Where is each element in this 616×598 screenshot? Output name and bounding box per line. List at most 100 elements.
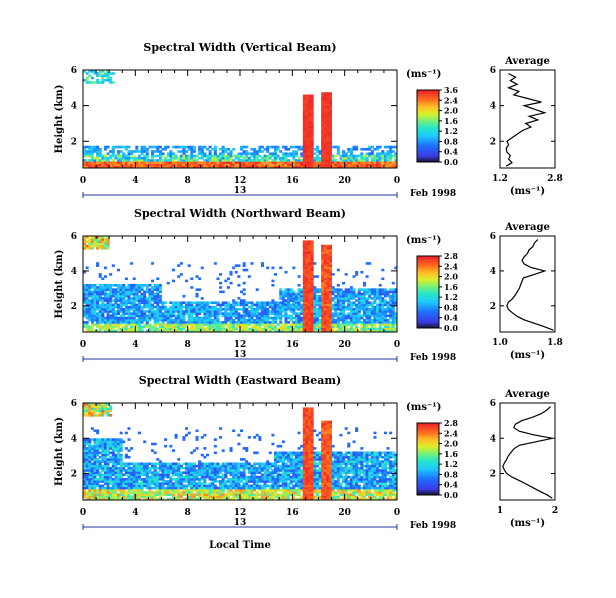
heatmap-cell: [164, 462, 168, 466]
heatmap-cell: [234, 471, 238, 474]
heatmap-cell: [177, 493, 181, 496]
heatmap-cell: [96, 318, 100, 322]
heatmap-cell: [161, 305, 165, 309]
heatmap-cell: [219, 163, 223, 167]
heatmap-cell: [109, 488, 113, 492]
heatmap-cell: [326, 318, 330, 322]
heatmap-cell: [106, 411, 110, 415]
heatmap-cell: [119, 453, 123, 457]
heatmap-cell: [109, 460, 113, 463]
heatmap-cell: [111, 305, 115, 309]
heatmap-cell: [85, 493, 89, 496]
heatmap-cell: [370, 327, 374, 331]
heatmap-cell: [90, 471, 94, 474]
heatmap-cell: [101, 493, 105, 496]
heatmap-cell: [294, 329, 298, 333]
heatmap-cell: [109, 327, 113, 331]
heatmap-cell: [365, 305, 369, 309]
heatmap-cell: [229, 312, 233, 315]
heatmap-cell: [234, 327, 238, 331]
heatmap-cell: [394, 297, 398, 300]
heatmap-cell: [195, 275, 199, 278]
heatmap-cell: [205, 159, 209, 162]
heatmap-cell: [323, 251, 327, 254]
heatmap-cell: [334, 323, 338, 326]
heatmap-cell: [242, 323, 246, 326]
heatmap-cell: [240, 165, 244, 169]
heatmap-cell: [240, 316, 244, 320]
heatmap-cell: [274, 325, 278, 329]
heatmap-cell: [391, 145, 395, 149]
heatmap-cell: [132, 305, 136, 309]
heatmap-cell: [234, 270, 238, 274]
heatmap-cell: [344, 329, 348, 333]
heatmap-cell: [203, 488, 207, 492]
heatmap-cell: [368, 318, 372, 322]
heatmap-cell: [161, 308, 165, 311]
colorbar-segment: [417, 326, 439, 329]
heatmap-cell: [315, 308, 319, 311]
heatmap-cell: [190, 161, 194, 164]
heatmap-cell: [321, 318, 325, 322]
heatmap-cell: [185, 323, 189, 326]
heatmap-cell: [153, 477, 157, 481]
heatmap-cell: [365, 327, 369, 331]
heatmap-cell: [151, 495, 155, 499]
heatmap-cell: [321, 98, 325, 102]
heatmap-cell: [158, 284, 162, 287]
heatmap-cell: [185, 150, 189, 153]
heatmap-cell: [326, 260, 330, 263]
heatmap-cell: [119, 438, 123, 441]
heatmap-cell: [240, 464, 244, 468]
heatmap-cell: [213, 491, 217, 494]
heatmap-cell: [234, 488, 238, 492]
heatmap-cell: [334, 305, 338, 309]
heatmap-cell: [245, 303, 249, 307]
heatmap-cell: [208, 152, 212, 156]
heatmap-cell: [352, 318, 356, 322]
heatmap-cell: [127, 310, 131, 313]
heatmap-cell: [326, 308, 330, 311]
heatmap-cell: [328, 288, 332, 291]
heatmap-cell: [216, 163, 220, 167]
heatmap-cell: [221, 156, 225, 160]
heatmap-cell: [339, 310, 343, 313]
heatmap-cell: [284, 329, 288, 333]
heatmap-cell: [305, 268, 309, 272]
heatmap-cell: [365, 321, 369, 324]
heatmap-cell: [289, 290, 293, 294]
heatmap-cell: [135, 497, 139, 501]
heatmap-cell: [143, 292, 147, 296]
heatmap-cell: [331, 290, 335, 294]
heatmap-cell: [258, 147, 262, 151]
heatmap-cell: [216, 318, 220, 322]
heatmap-cell: [281, 305, 285, 309]
heatmap-cell: [318, 156, 322, 160]
heatmap-cell: [326, 246, 330, 250]
heatmap-cell: [219, 305, 223, 309]
heatmap-cell: [109, 299, 113, 302]
heatmap-cell: [310, 299, 314, 302]
heatmap-cell: [376, 318, 380, 322]
heatmap-cell: [347, 297, 351, 300]
colorbar-segment: [417, 91, 439, 94]
heatmap-cell: [284, 325, 288, 329]
heatmap-cell: [237, 308, 241, 311]
heatmap-cell: [135, 475, 139, 479]
heatmap-cell: [96, 321, 100, 324]
heatmap-cell: [111, 290, 115, 294]
heatmap-cell: [158, 154, 162, 158]
heatmap-cell: [213, 451, 217, 455]
heatmap-cell: [302, 270, 306, 274]
heatmap-cell: [336, 268, 340, 272]
heatmap-cell: [357, 159, 361, 162]
heatmap-cell: [101, 497, 105, 501]
heatmap-cell: [268, 145, 272, 149]
heatmap-cell: [321, 305, 325, 309]
heatmap-cell: [344, 288, 348, 291]
heatmap-cell: [187, 312, 191, 315]
heatmap-cell: [198, 464, 202, 468]
heatmap-cell: [313, 297, 317, 300]
heatmap-cell: [88, 497, 92, 501]
heatmap-cell: [305, 112, 309, 115]
